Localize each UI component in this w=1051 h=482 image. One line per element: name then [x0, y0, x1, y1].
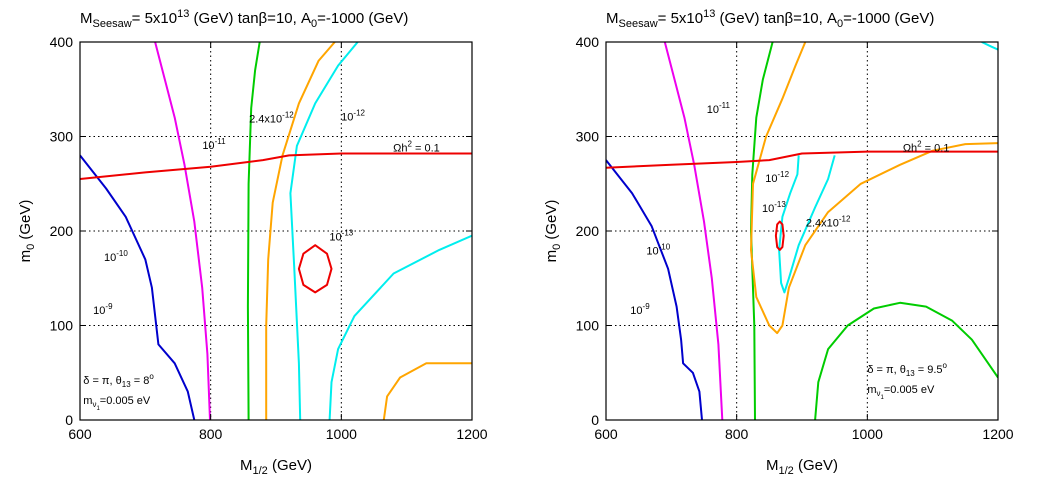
series-line-0 — [606, 159, 703, 420]
chart-panel-left: MSeesaw= 5x1013 (GeV) tanβ=10, A0=-1000 … — [0, 0, 525, 482]
contour-label: Ωh2 = 0.1 — [903, 140, 950, 155]
x-tick-label: 800 — [725, 426, 749, 442]
series-line-1 — [154, 42, 211, 420]
series-line-7 — [80, 152, 472, 180]
contour-label: Ωh2 = 0.1 — [393, 140, 440, 155]
contour-label: 2.4x10-12 — [806, 214, 851, 229]
series-line-1 — [663, 42, 724, 420]
y-tick-label: 0 — [591, 412, 599, 428]
annotation-params: δ = π, θ13 = 9.5o — [867, 361, 947, 378]
chart-left: MSeesaw= 5x1013 (GeV) tanβ=10, A0=-1000 … — [17, 8, 488, 477]
chart-title: MSeesaw= 5x1013 (GeV) tanβ=10, A0=-1000 … — [80, 8, 408, 30]
series-line-4 — [382, 362, 472, 420]
series-line-7 — [606, 150, 998, 169]
y-tick-label: 300 — [50, 129, 74, 145]
chart-panel-right: MSeesaw= 5x1013 (GeV) tanβ=10, A0=-1000 … — [526, 0, 1051, 482]
x-tick-label: 600 — [594, 426, 618, 442]
y-axis-label: m0 (GeV) — [17, 200, 37, 263]
series-group — [606, 42, 998, 420]
chart-title: MSeesaw= 5x1013 (GeV) tanβ=10, A0=-1000 … — [606, 8, 934, 30]
grid — [606, 42, 998, 420]
y-tick-label: 100 — [576, 318, 600, 334]
y-tick-label: 400 — [576, 34, 600, 50]
y-tick-label: 200 — [50, 223, 74, 239]
contour-label: 10-11 — [707, 101, 731, 116]
x-tick-label: 1000 — [852, 426, 883, 442]
contour-label: 10-13 — [762, 200, 786, 215]
x-tick-label: 1200 — [982, 426, 1013, 442]
contour-label: 10-12 — [765, 170, 789, 185]
series-line-6 — [814, 301, 998, 420]
grid — [80, 42, 472, 420]
series-line-0 — [80, 154, 196, 420]
x-axis-label: M1/2 (GeV) — [240, 457, 312, 477]
series-line-8 — [297, 244, 333, 294]
annotation-mass: mν1=0.005 eV — [83, 395, 151, 412]
contour-label: 10-9 — [630, 302, 650, 317]
series-line-3 — [750, 42, 998, 335]
series-line-2 — [246, 42, 261, 420]
x-axis-label: M1/2 (GeV) — [766, 457, 838, 477]
y-axis-label: m0 (GeV) — [543, 200, 563, 263]
series-line-5 — [981, 42, 998, 51]
series-group — [80, 42, 472, 420]
contour-label: 2.4x10-12 — [249, 110, 294, 125]
y-tick-label: 400 — [50, 34, 74, 50]
series-line-8 — [774, 220, 785, 251]
annotation-mass: mν1=0.005 eV — [867, 384, 935, 401]
series-line-3 — [265, 42, 336, 420]
y-tick-label: 0 — [65, 412, 73, 428]
x-tick-label: 600 — [68, 426, 92, 442]
y-tick-label: 200 — [576, 223, 600, 239]
x-tick-label: 1200 — [456, 426, 487, 442]
y-tick-label: 100 — [50, 318, 74, 334]
contour-label: 10-12 — [341, 108, 365, 123]
x-tick-label: 1000 — [326, 426, 357, 442]
chart-right: MSeesaw= 5x1013 (GeV) tanβ=10, A0=-1000 … — [543, 8, 1014, 477]
series-line-4 — [778, 155, 836, 294]
contour-label: 10-10 — [646, 243, 670, 258]
contour-label: 10-13 — [329, 228, 353, 243]
series-line-6 — [328, 234, 472, 420]
contour-label: 10-10 — [104, 249, 128, 264]
series-line-2 — [750, 42, 774, 420]
y-tick-label: 300 — [576, 129, 600, 145]
contour-label: 10-11 — [202, 137, 226, 152]
contour-label: 10-9 — [93, 302, 113, 317]
annotation-params: δ = π, θ13 = 8o — [83, 372, 154, 389]
x-tick-label: 800 — [199, 426, 223, 442]
series-line-5 — [289, 42, 359, 420]
